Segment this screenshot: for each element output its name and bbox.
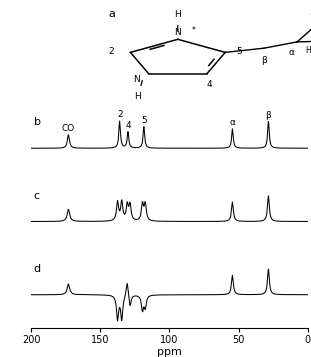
- Text: H: H: [305, 46, 311, 55]
- Text: H: H: [134, 92, 141, 101]
- Text: 4: 4: [207, 80, 213, 89]
- Text: 5: 5: [236, 47, 242, 56]
- Text: a: a: [109, 9, 115, 19]
- Text: 4: 4: [125, 121, 131, 130]
- Text: H: H: [174, 10, 181, 19]
- Text: b: b: [34, 117, 41, 127]
- X-axis label: ppm: ppm: [157, 347, 182, 357]
- Text: d: d: [34, 264, 41, 274]
- Text: β: β: [261, 56, 267, 65]
- Text: c: c: [34, 191, 40, 201]
- Text: *: *: [192, 26, 196, 35]
- Text: 5: 5: [141, 116, 147, 125]
- Text: α: α: [289, 48, 295, 57]
- Text: 2: 2: [108, 47, 114, 56]
- Text: $^-$O$_2$C: $^-$O$_2$C: [308, 11, 311, 24]
- Text: CO: CO: [62, 124, 75, 133]
- Text: 2: 2: [117, 110, 123, 120]
- Text: α: α: [230, 118, 235, 127]
- Text: N: N: [174, 28, 181, 37]
- Text: β: β: [266, 111, 271, 120]
- Text: N: N: [133, 75, 140, 84]
